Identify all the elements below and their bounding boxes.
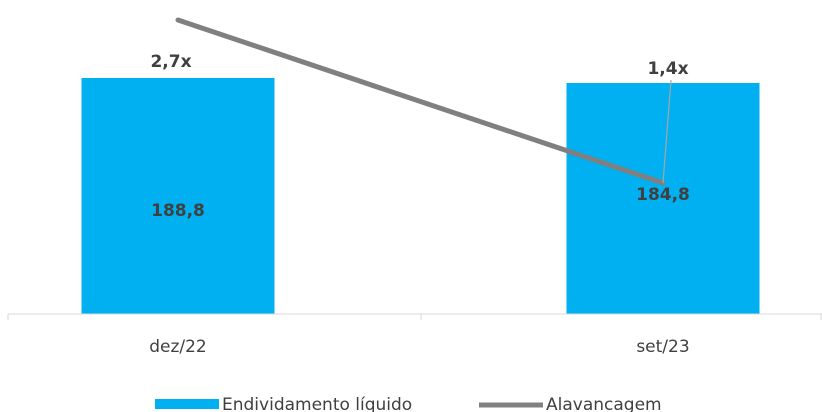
line-value-label: 2,7x	[150, 52, 191, 72]
bar-series	[81, 78, 760, 314]
line-series	[175, 17, 672, 186]
x-tick-label: dez/22	[149, 337, 207, 357]
x-tick-label: set/23	[636, 337, 689, 357]
bar-value-label: 184,8	[636, 185, 690, 205]
legend-label-bar: Endividamento líquido	[222, 395, 412, 412]
data-labels: 188,8 184,8 2,7x 1,4x	[150, 52, 689, 221]
x-axis: dez/22 set/23	[7, 313, 822, 357]
legend: Endividamento líquido Alavancagem	[155, 395, 662, 412]
line-alavancagem	[175, 17, 666, 186]
line-label-leader	[662, 79, 672, 184]
line-value-label: 1,4x	[647, 59, 688, 79]
bar-value-label: 188,8	[151, 201, 205, 221]
bar-dez-22	[81, 78, 275, 314]
bar-set-23	[566, 83, 760, 314]
legend-swatch-bar	[155, 399, 219, 409]
legend-label-line: Alavancagem	[546, 395, 662, 412]
